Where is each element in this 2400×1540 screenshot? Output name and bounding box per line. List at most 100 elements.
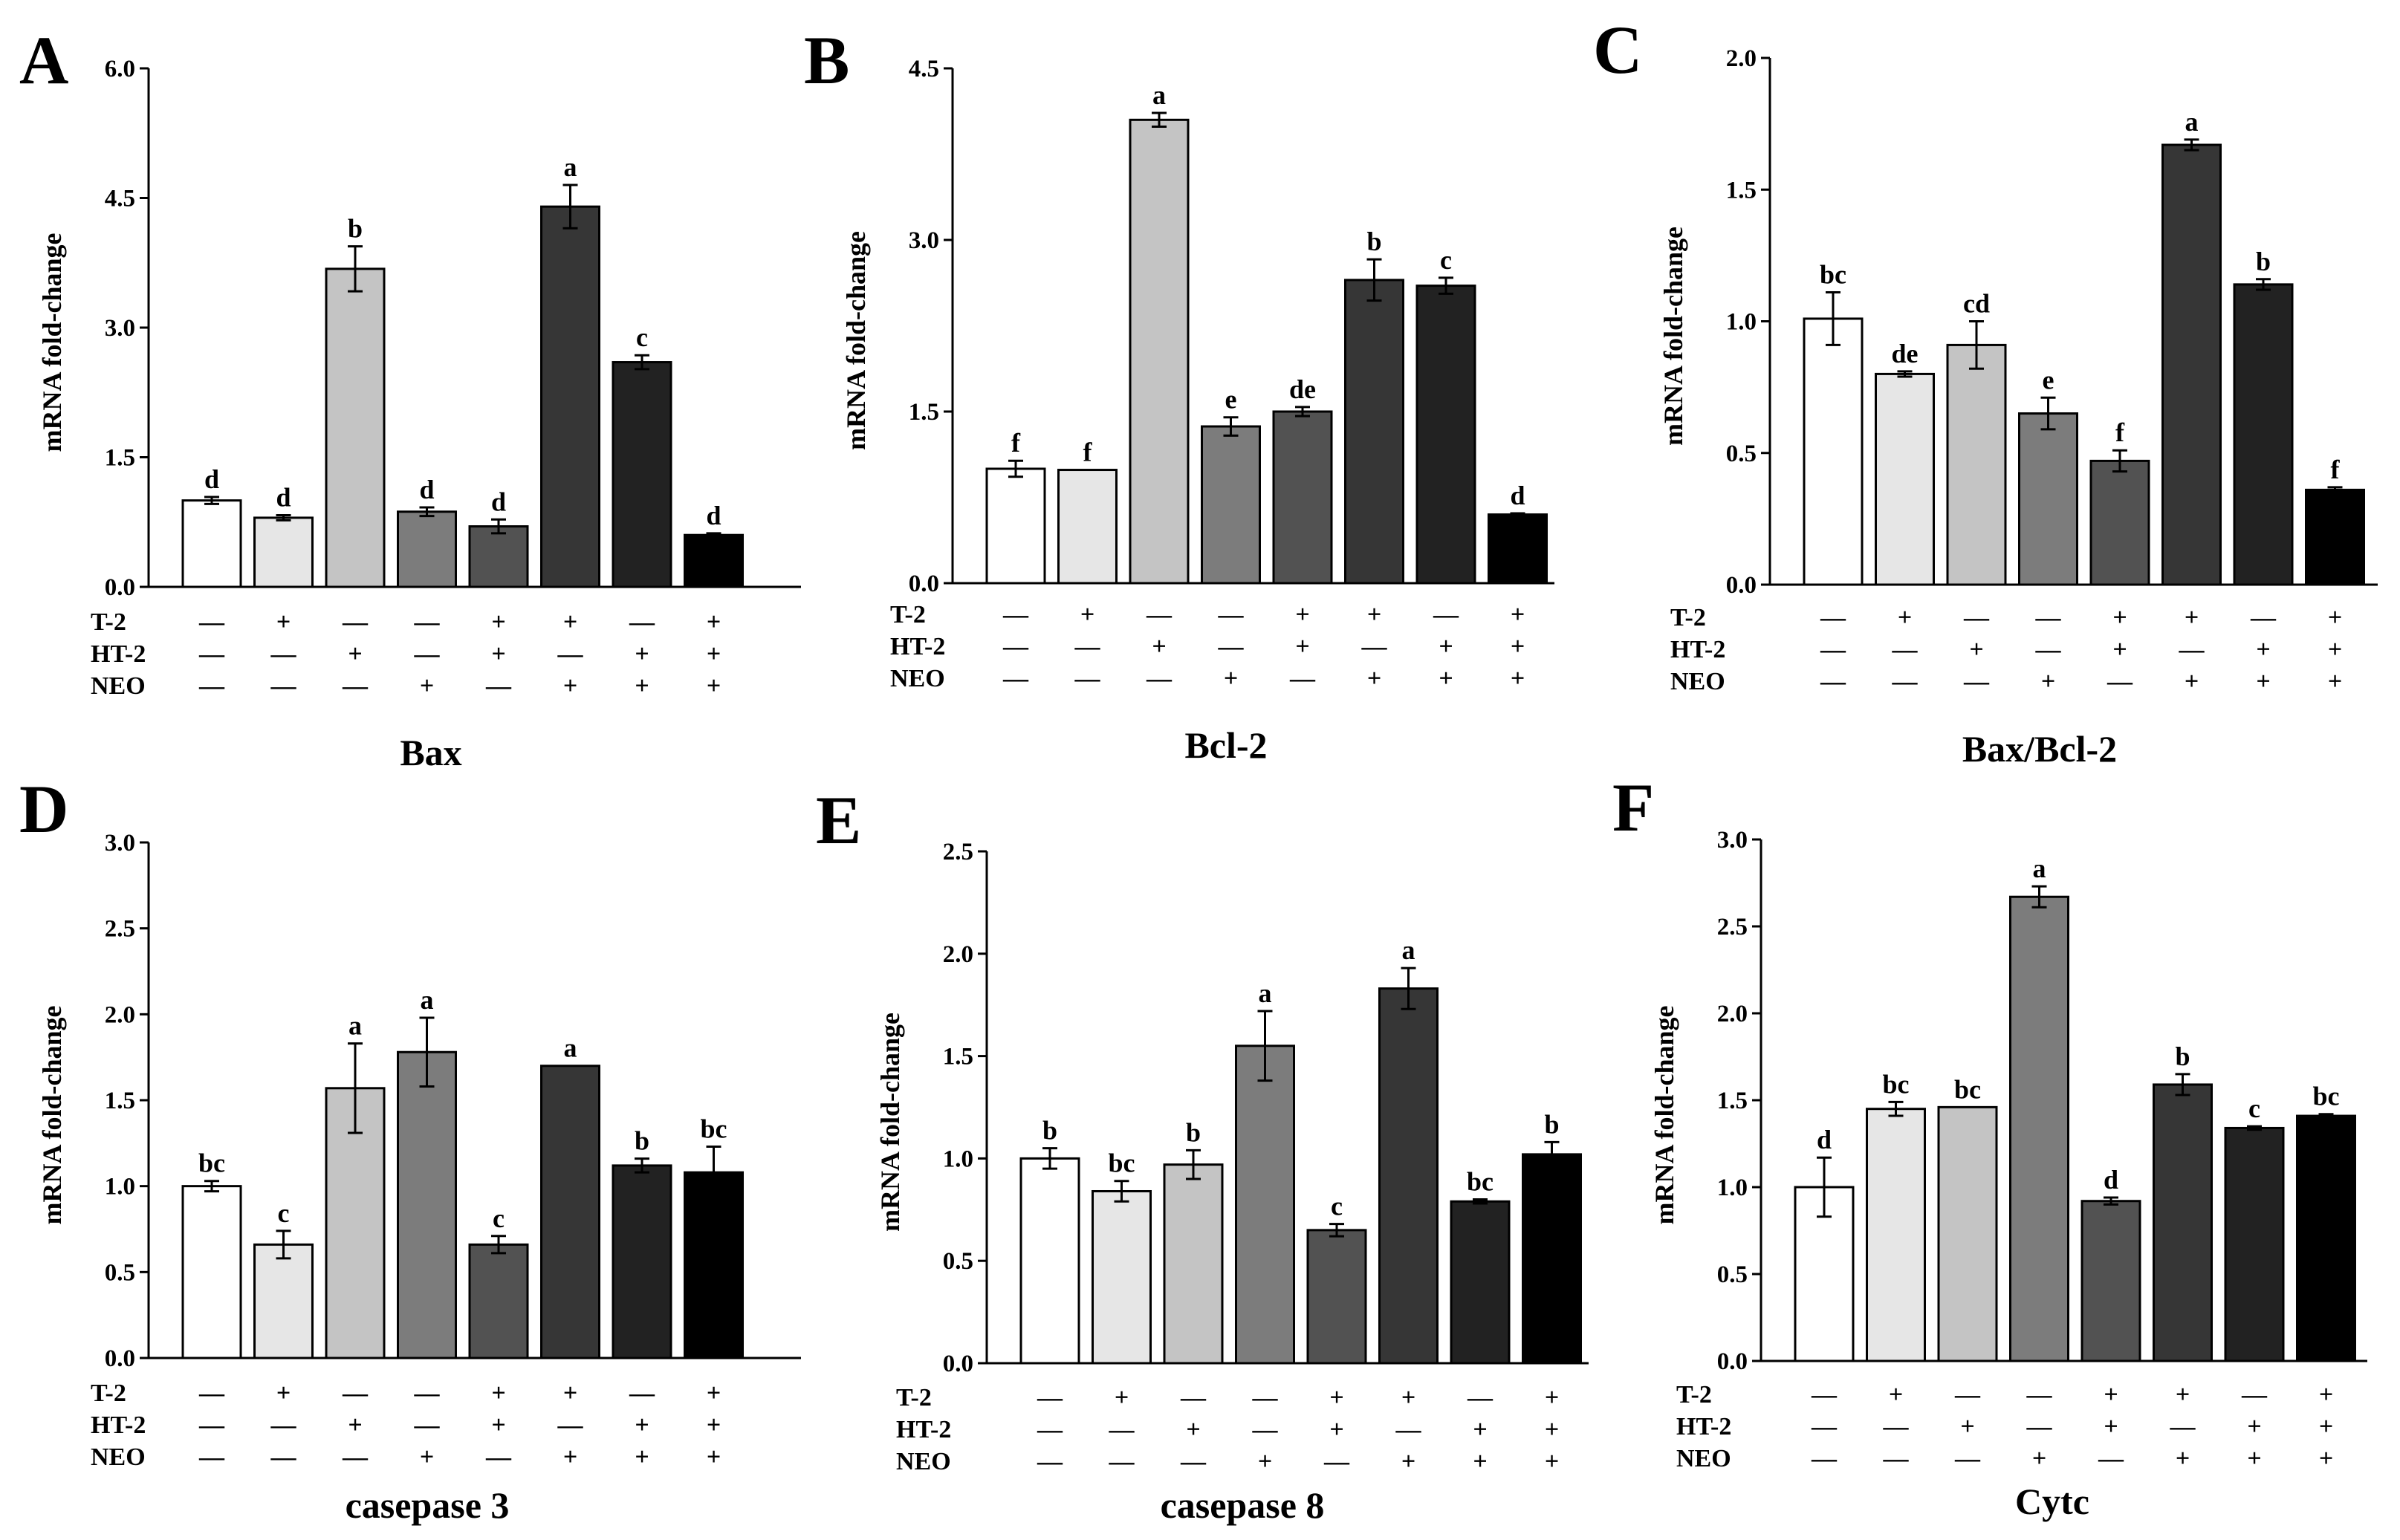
- minus-sign: —: [342, 1380, 369, 1407]
- plus-sign: +: [1511, 601, 1525, 628]
- treatment-row-label: T-2: [890, 601, 926, 628]
- minus-sign: —: [1109, 1416, 1135, 1443]
- y-tick-label: 1.5: [1717, 1088, 1748, 1114]
- y-axis-label: mRNA fold-change: [37, 1005, 67, 1224]
- minus-sign: —: [1892, 668, 1919, 695]
- minus-sign: —: [1109, 1448, 1135, 1475]
- chart-title: Cytc: [2015, 1481, 2089, 1522]
- treatment-row-label: T-2: [896, 1384, 932, 1411]
- plus-sign: +: [2319, 1445, 2333, 1472]
- minus-sign: —: [198, 1411, 225, 1439]
- y-tick-label: 3.0: [909, 227, 939, 254]
- minus-sign: —: [2026, 1413, 2053, 1440]
- significance-label: b: [1186, 1117, 1201, 1147]
- treatment-row-label: NEO: [91, 1443, 146, 1471]
- y-tick-label: 0.0: [1717, 1348, 1748, 1375]
- plus-sign: +: [1186, 1416, 1200, 1443]
- plus-sign: +: [563, 1443, 577, 1471]
- y-tick-label: 4.5: [105, 186, 135, 212]
- minus-sign: —: [342, 608, 369, 636]
- minus-sign: —: [629, 1380, 655, 1407]
- y-tick-label: 4.5: [909, 56, 939, 82]
- y-axis-label: mRNA fold-change: [841, 231, 871, 450]
- panel-letter: C: [1593, 12, 1642, 88]
- plus-sign: +: [420, 1443, 434, 1471]
- plus-sign: +: [1898, 604, 1912, 631]
- minus-sign: —: [2250, 604, 2277, 631]
- plus-sign: +: [1080, 601, 1094, 628]
- plus-sign: +: [635, 640, 649, 668]
- significance-label: bc: [701, 1114, 727, 1143]
- plus-sign: +: [1224, 665, 1238, 692]
- significance-label: cd: [1963, 289, 1990, 319]
- plus-sign: +: [2185, 604, 2199, 631]
- plus-sign: +: [2176, 1445, 2190, 1472]
- plus-sign: +: [563, 1380, 577, 1407]
- y-tick-label: 0.0: [1726, 572, 1757, 599]
- plus-sign: +: [2256, 636, 2270, 663]
- bar: [2296, 1114, 2356, 1362]
- plus-sign: +: [1115, 1384, 1129, 1411]
- bar: [2018, 412, 2078, 586]
- significance-label: a: [2033, 854, 2046, 883]
- bar: [1937, 1105, 1998, 1362]
- plus-sign: +: [491, 608, 505, 636]
- significance-label: bc: [1883, 1069, 1910, 1099]
- treatment-row-label: NEO: [91, 672, 146, 700]
- significance-label: d: [1817, 1125, 1832, 1154]
- minus-sign: —: [1252, 1384, 1279, 1411]
- bar: [253, 516, 314, 588]
- minus-sign: —: [1146, 601, 1173, 628]
- significance-label: d: [1510, 481, 1525, 510]
- bar: [397, 1050, 457, 1359]
- significance-label: d: [706, 501, 721, 530]
- plus-sign: +: [1295, 633, 1309, 660]
- y-tick-label: 2.5: [1717, 914, 1748, 940]
- bar: [985, 467, 1046, 585]
- minus-sign: —: [1811, 1381, 1838, 1409]
- minus-sign: —: [1467, 1384, 1493, 1411]
- y-tick-label: 2.0: [1726, 45, 1757, 72]
- bar: [612, 1164, 672, 1359]
- minus-sign: —: [1180, 1448, 1207, 1475]
- minus-sign: —: [198, 672, 225, 700]
- minus-sign: —: [1252, 1416, 1279, 1443]
- significance-label: bc: [1954, 1074, 1981, 1104]
- plus-sign: +: [276, 1380, 291, 1407]
- bar: [2224, 1126, 2285, 1362]
- significance-label: d: [204, 464, 219, 494]
- bar: [325, 267, 386, 588]
- treatment-row-label: NEO: [890, 665, 945, 692]
- minus-sign: —: [270, 640, 297, 668]
- plus-sign: +: [1439, 633, 1453, 660]
- significance-label: f: [2115, 418, 2125, 447]
- treatment-row-label: NEO: [1670, 668, 1725, 695]
- minus-sign: —: [198, 640, 225, 668]
- minus-sign: —: [485, 1443, 512, 1471]
- y-tick-label: 2.0: [943, 941, 973, 968]
- bar: [684, 533, 744, 588]
- minus-sign: —: [1037, 1416, 1063, 1443]
- plus-sign: +: [707, 608, 721, 636]
- minus-sign: —: [198, 1443, 225, 1471]
- significance-label: bc: [198, 1148, 225, 1178]
- y-tick-label: 1.5: [105, 1088, 135, 1114]
- y-tick-label: 3.0: [105, 315, 135, 342]
- plus-sign: +: [2104, 1413, 2118, 1440]
- plus-sign: +: [491, 1380, 505, 1407]
- minus-sign: —: [270, 672, 297, 700]
- bar: [1803, 317, 1864, 586]
- significance-label: b: [1544, 1109, 1559, 1139]
- y-tick-label: 0.5: [1717, 1261, 1748, 1288]
- significance-label: a: [348, 1011, 362, 1041]
- bar: [2305, 488, 2365, 586]
- minus-sign: —: [342, 1443, 369, 1471]
- bar: [2233, 283, 2294, 586]
- minus-sign: —: [1954, 1445, 1981, 1472]
- treatment-row-label: HT-2: [91, 640, 146, 668]
- y-tick-label: 3.0: [105, 830, 135, 857]
- minus-sign: —: [414, 1411, 441, 1439]
- plus-sign: +: [1439, 665, 1453, 692]
- y-tick-label: 6.0: [105, 56, 135, 82]
